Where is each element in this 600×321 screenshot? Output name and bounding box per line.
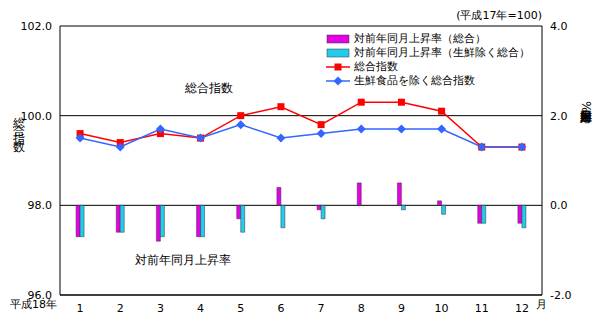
html-text:月: 月 — [535, 298, 547, 311]
svg-text:100.0: 100.0 — [20, 109, 52, 123]
html-text:平成18年: 平成18年 — [10, 298, 57, 311]
svg-text:11: 11 — [475, 302, 489, 313]
svg-text:102.0: 102.0 — [21, 20, 53, 33]
html-text:対前年同月上昇率（生鮮除く総合）: 対前年同月上昇率（生鮮除く総合） — [354, 46, 530, 59]
svg-text:12: 12 — [515, 302, 529, 313]
svg-text:7: 7 — [318, 302, 325, 313]
html-text:生鮮食品を除く総合指数: 生鮮食品を除く総合指数 — [354, 74, 475, 87]
svg-text:2.0: 2.0 — [550, 110, 568, 123]
html-text:総合指数: 総合指数 — [354, 60, 398, 73]
svg-text:4.0: 4.0 — [550, 20, 568, 33]
html-text:(平成17年=100): (平成17年=100) — [456, 9, 542, 22]
svg-text:2: 2 — [117, 302, 124, 313]
svg-text:6: 6 — [277, 302, 284, 313]
html-text:対前年同月上昇率%: 対前年同月上昇率% — [579, 101, 593, 113]
svg-text:8: 8 — [358, 302, 365, 313]
svg-text:1: 1 — [77, 302, 84, 313]
html-text:総合指数: 総合指数 — [12, 106, 26, 139]
svg-text:5: 5 — [237, 302, 244, 313]
html-text:対前年同月上昇率: 対前年同月上昇率 — [134, 253, 231, 267]
svg-text:9: 9 — [398, 302, 405, 313]
svg-text:0.0: 0.0 — [550, 199, 568, 212]
svg-text:10: 10 — [435, 302, 449, 313]
svg-text:96.0: 96.0 — [27, 288, 52, 302]
svg-text:-2.0: -2.0 — [550, 289, 571, 302]
svg-text:4: 4 — [197, 302, 204, 313]
html-text:対前年同月上昇率（総合）: 対前年同月上昇率（総合） — [354, 32, 486, 45]
html-text:総合指数: 総合指数 — [185, 80, 234, 95]
svg-text:3: 3 — [157, 302, 164, 313]
svg-text:98.0: 98.0 — [28, 199, 53, 212]
